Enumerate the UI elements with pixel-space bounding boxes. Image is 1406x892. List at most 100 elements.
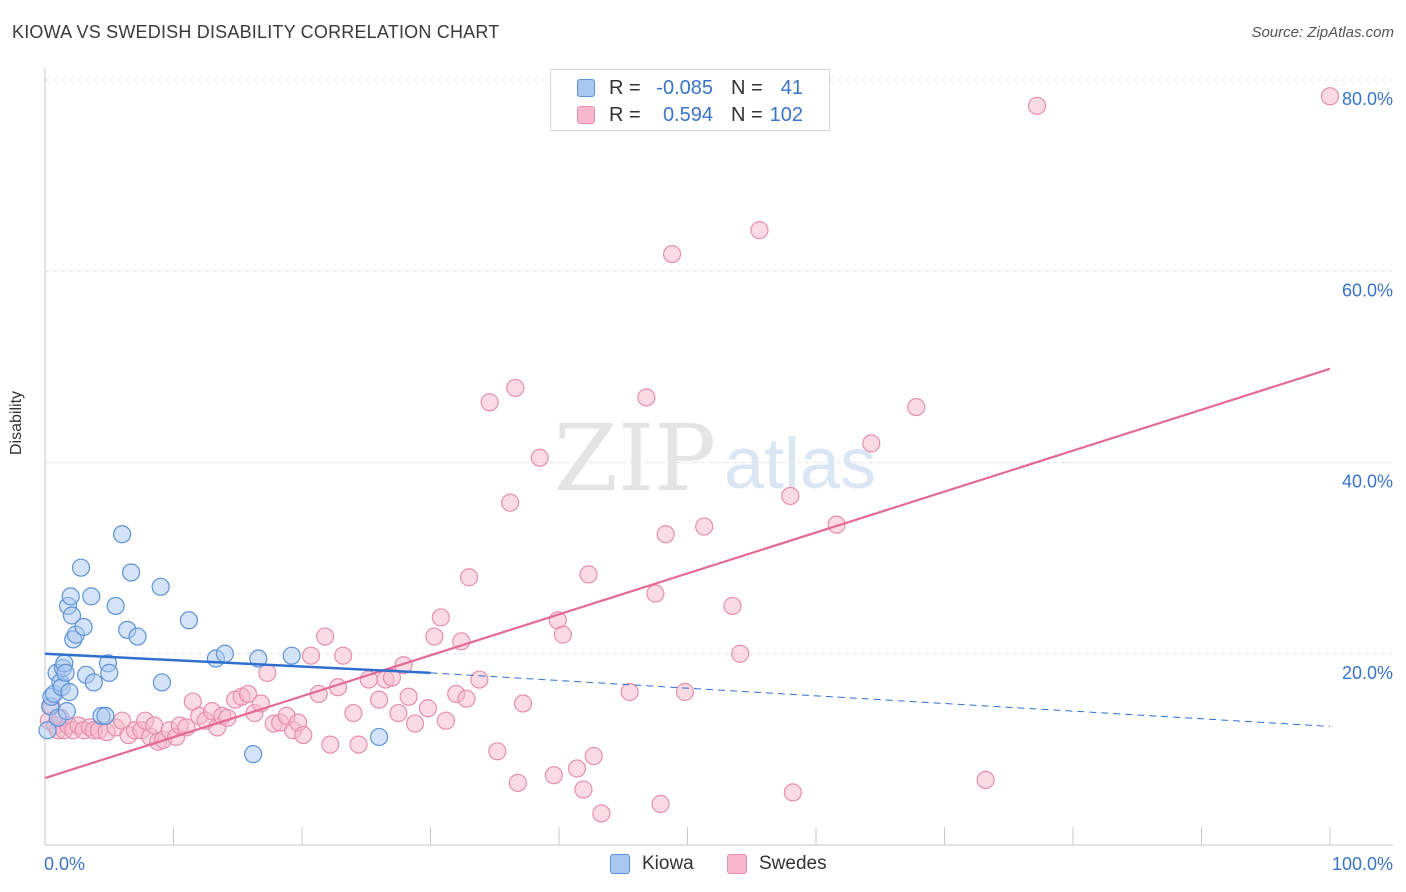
kiowa-point [249,649,268,668]
swedes-point [508,773,527,792]
swedes-point [459,568,479,587]
swedes-point [675,682,695,702]
swedes-point [425,627,444,646]
swedes-point [418,699,438,718]
kiowa-point [215,644,234,663]
swedes-point [651,794,670,813]
y-tick-label: 60.0% [1342,280,1393,300]
axes [44,68,1393,846]
swedes-point [656,525,675,544]
legend-label-swedes: Swedes [759,853,827,874]
kiowa-legend-swatch [610,854,630,874]
r-value: -0.085 [656,77,713,99]
y-tick-label: 40.0% [1342,472,1393,492]
swedes-point [431,608,450,627]
tick-labels: 20.0% 40.0% 60.0% 80.0% 0.0% 100.0% [44,89,1393,874]
swedes-points [39,87,1340,823]
swedes-point [294,725,313,745]
kiowa-point [112,525,132,544]
kiowa-point [96,706,115,726]
swedes-point [827,515,846,534]
legend-row-swedes: R = 0.594 N = 102 [551,102,829,126]
swedes-point [394,656,413,675]
swedes-point [574,780,593,799]
kiowa-trend-line [44,652,431,675]
kiowa-point [82,587,101,606]
swedes-point [731,644,750,663]
swedes-trend-line [44,367,1331,780]
legend-row-kiowa: R = -0.085 N = 41 [551,75,829,99]
swedes-point [907,397,926,417]
correlation-legend: R = -0.085 N = 41 R = 0.594 N = 102 [550,69,830,131]
swedes-point [452,632,471,651]
swedes-point [344,703,363,723]
swedes-point [488,742,507,761]
swedes-point [783,783,802,802]
watermark: ZIP atlas [554,405,876,512]
swedes-point [662,244,682,264]
kiowa-point [370,727,389,747]
kiowa-point [128,627,147,646]
kiowa-point [152,673,172,692]
watermark-zip: ZIP [554,405,716,512]
swedes-point [620,682,639,702]
swedes-point [976,770,995,790]
kiowa-point [106,596,125,616]
kiowa-point [57,702,76,721]
grid-lines [45,79,1392,655]
swedes-point [567,759,587,778]
swedes-point [457,689,476,708]
watermark-atlas: atlas [724,424,876,504]
series-legend: Kiowa Swedes [0,852,1406,878]
swedes-point [501,493,520,512]
kiowa-point [282,646,301,665]
swedes-point [399,687,418,706]
swedes-legend-swatch [727,854,747,874]
kiowa-point [74,617,93,637]
swedes-point [513,694,533,713]
kiowa-point [71,558,91,577]
kiowa-point [244,745,263,764]
swedes-point [334,646,353,665]
swedes-point [436,711,456,730]
swedes-point [321,735,340,754]
swedes-point [530,448,549,467]
kiowa-point [179,611,199,630]
swedes-point [723,596,742,616]
trend-lines [44,367,1331,780]
swedes-point [405,714,425,733]
kiowa-point [100,663,119,682]
swedes-point [579,565,598,584]
swedes-point [750,221,769,240]
swedes-point [470,670,489,689]
swedes-point [1027,96,1047,115]
chart-title: KIOWA VS SWEDISH DISABILITY CORRELATION … [12,22,500,42]
swedes-point [349,735,368,754]
chart-source: Source: ZipAtlas.com [1251,24,1394,41]
r-label: R = [609,104,641,126]
kiowa-point [121,563,141,582]
swedes-swatch [577,106,595,124]
legend-label-kiowa: Kiowa [642,853,694,874]
swedes-point [238,684,258,704]
kiowa-swatch [577,79,595,97]
swedes-point [637,388,656,407]
kiowa-point [151,577,170,596]
swedes-point [695,517,714,536]
n-value: 102 [769,104,803,126]
r-label: R = [609,77,641,99]
swedes-point [584,746,603,766]
y-tick-label: 80.0% [1342,89,1393,109]
kiowa-point [61,587,80,606]
kiowa-points [38,525,389,764]
kiowa-point [60,682,79,702]
swedes-point [301,646,321,665]
x-tick-label: 100.0% [1332,854,1393,874]
swedes-point [1320,87,1340,106]
swedes-point [646,584,665,603]
swedes-point [480,393,499,412]
swedes-point [389,703,408,723]
n-value: 41 [780,77,803,99]
swedes-point [553,625,572,644]
